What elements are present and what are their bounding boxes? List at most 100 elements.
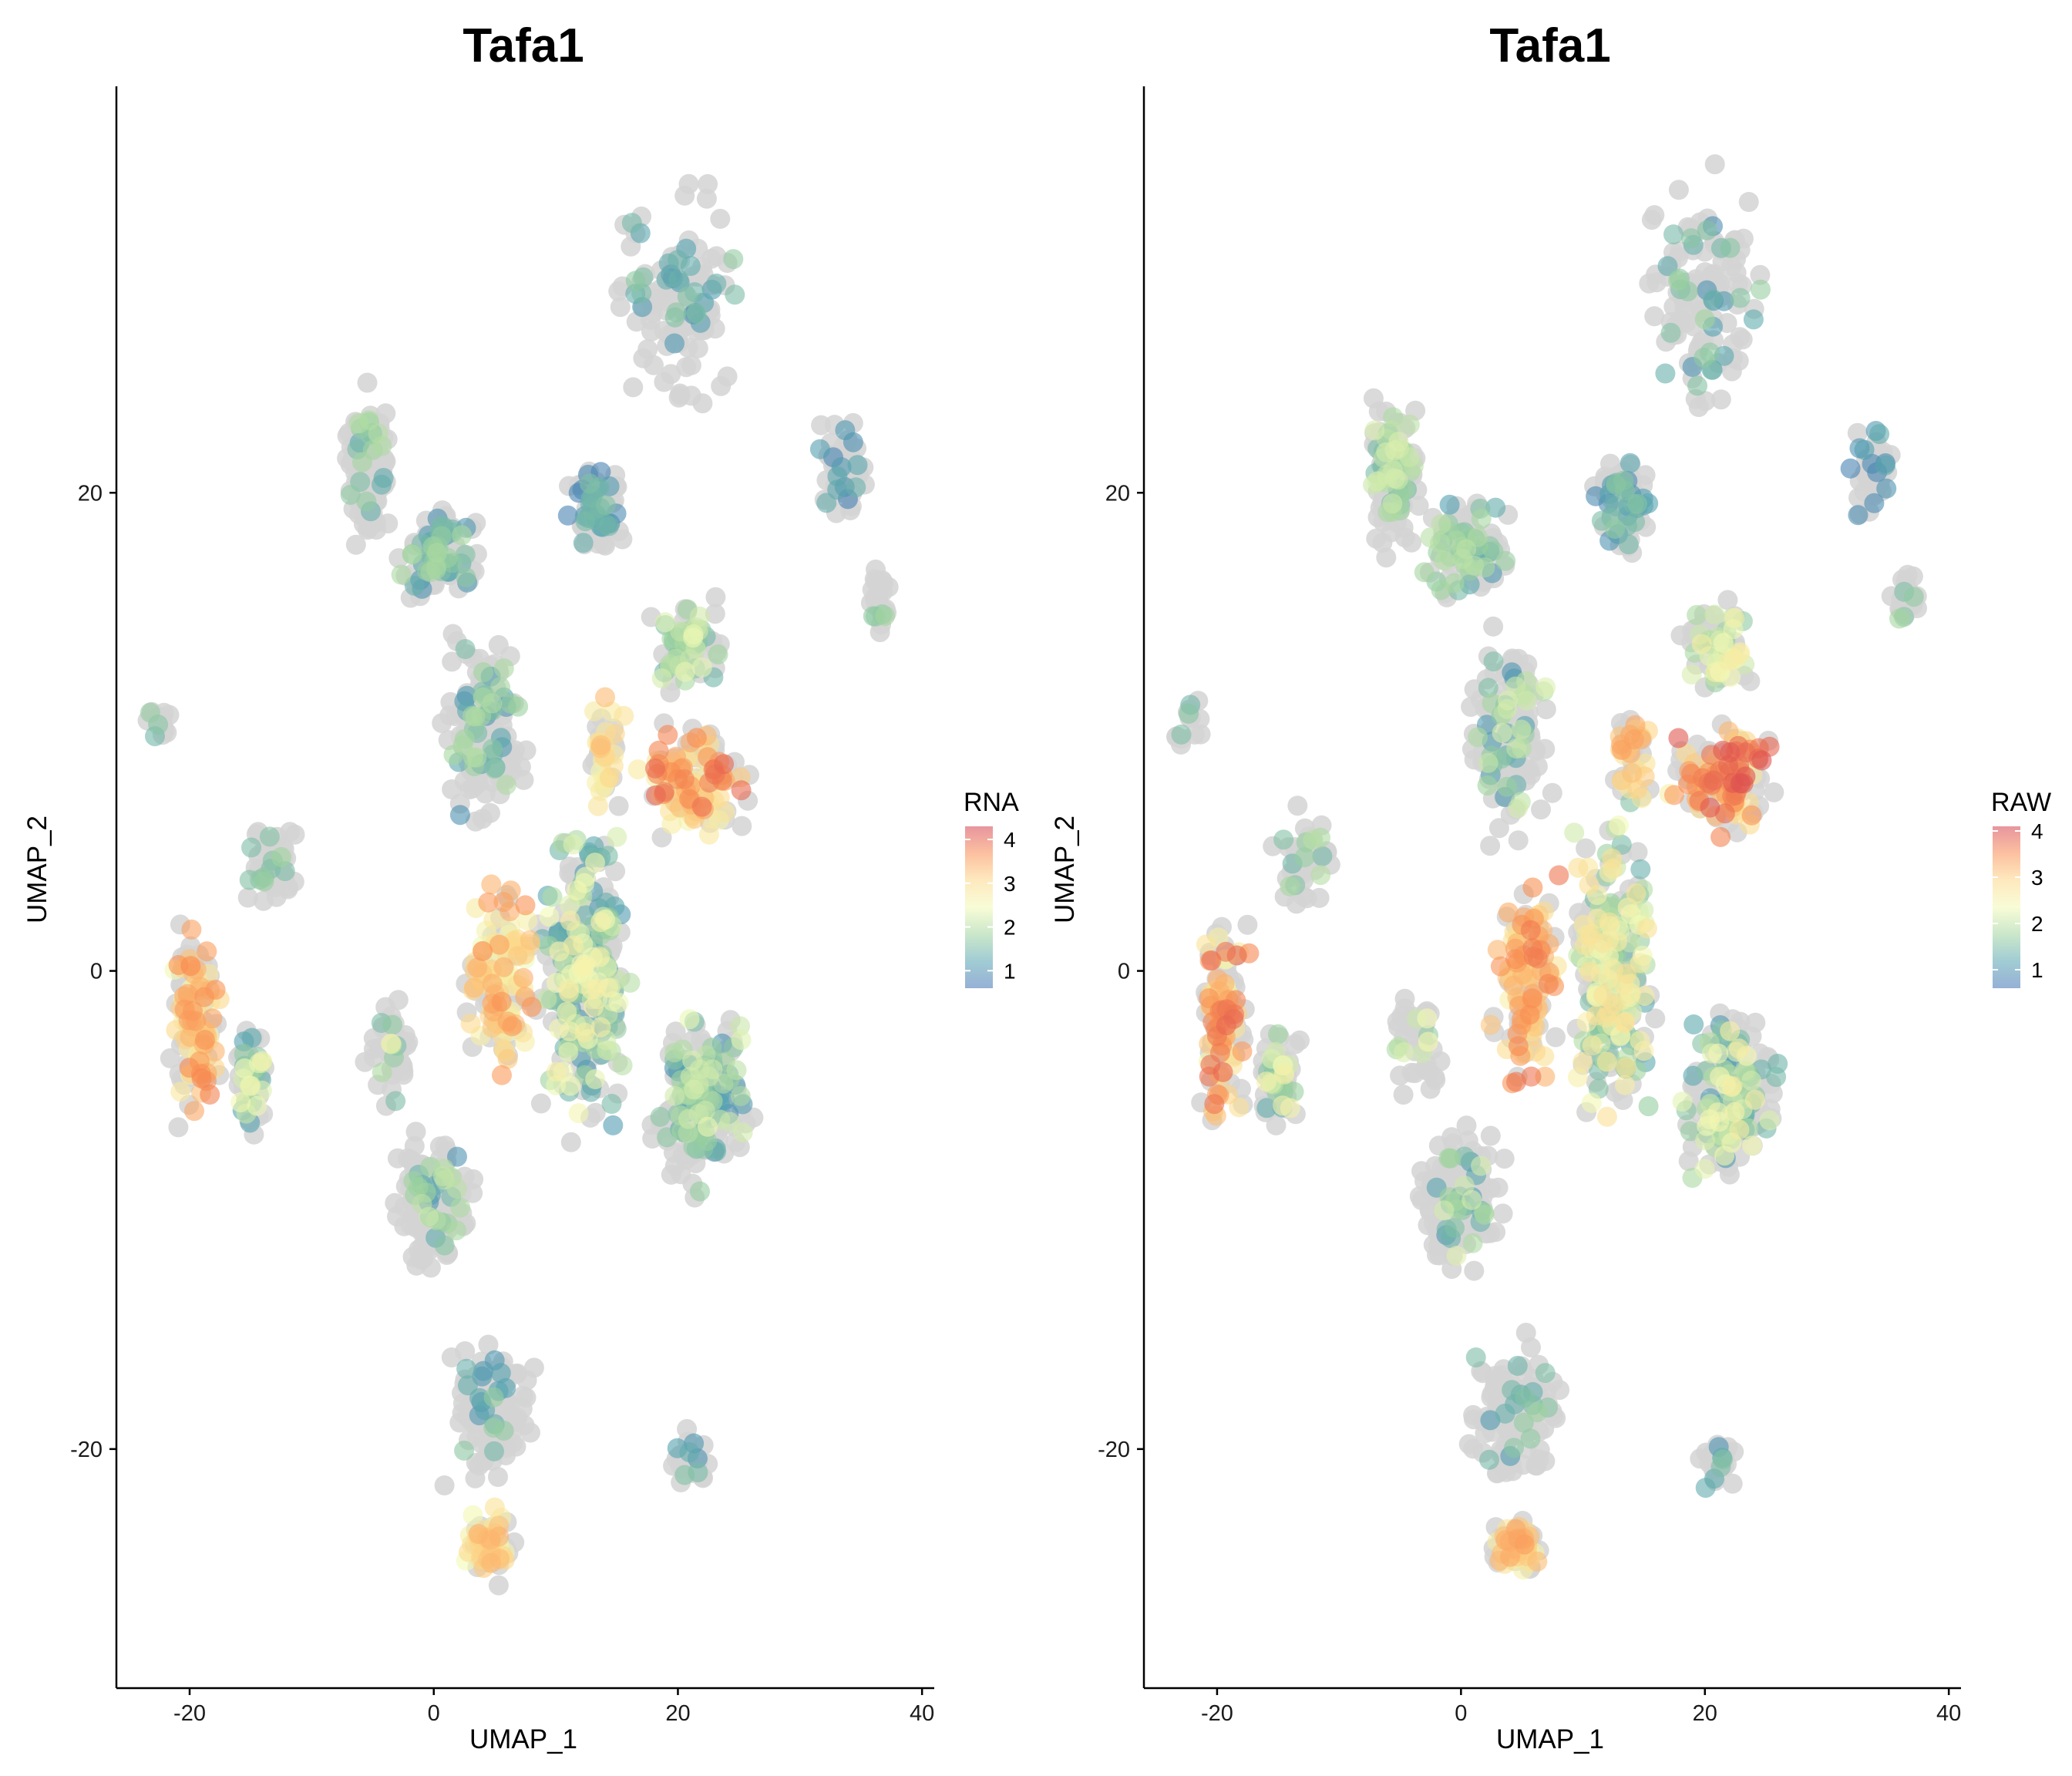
expression-cell-point (230, 1092, 251, 1112)
expression-cell-point (181, 919, 202, 940)
expression-cell-point (259, 826, 280, 847)
background-cell-point (1492, 1203, 1513, 1224)
background-cell-point (1290, 1030, 1310, 1051)
expression-cell-point (1611, 740, 1632, 760)
x-tick-label: -20 (173, 1701, 206, 1726)
expression-cell-point (1303, 829, 1324, 850)
expression-cell-point (691, 796, 712, 817)
expression-cell-point (1655, 363, 1676, 384)
background-cell-point (253, 890, 274, 911)
expression-cell-point (875, 606, 896, 627)
expression-cell-point (1876, 478, 1897, 499)
expression-cell-point (827, 479, 848, 500)
expression-cell-point (177, 984, 198, 1004)
expression-cell-point (1394, 1042, 1414, 1063)
expression-cell-point (689, 606, 710, 627)
expression-cell-point (1538, 974, 1559, 994)
background-cell-point (442, 651, 462, 672)
expression-cell-point (677, 287, 698, 307)
scatter-points-layer (1166, 154, 1927, 1580)
background-cell-point (661, 364, 681, 385)
background-cell-point (1485, 1366, 1505, 1387)
y-tick-label: -20 (1098, 1438, 1130, 1462)
expression-cell-point (1667, 271, 1688, 291)
y-tick-label: 0 (1118, 960, 1130, 984)
background-cell-point (696, 188, 717, 209)
expression-cell-point (1462, 1189, 1482, 1210)
expression-cell-point (1506, 738, 1527, 759)
x-tick-label: -20 (1201, 1701, 1233, 1726)
background-cell-point (1627, 842, 1648, 863)
background-cell-point (705, 604, 725, 624)
background-cell-point (605, 861, 626, 882)
background-cell-point (1483, 616, 1504, 637)
expression-cell-point (678, 1108, 699, 1129)
expression-cell-point (603, 1115, 624, 1135)
background-cell-point (1237, 914, 1258, 935)
expression-cell-point (1616, 1057, 1636, 1078)
expression-cell-point (1273, 1095, 1293, 1116)
expression-cell-point (458, 1375, 478, 1396)
expression-cell-point (731, 1030, 752, 1051)
background-cell-point (1408, 496, 1429, 516)
expression-cell-point (356, 491, 377, 512)
expression-cell-point (627, 759, 648, 780)
expression-cell-point (197, 941, 217, 962)
expression-cell-point (579, 473, 600, 494)
expression-cell-point (456, 685, 477, 706)
expression-cell-point (1596, 1051, 1617, 1072)
background-cell-point (465, 1468, 486, 1488)
expression-cell-point (202, 1008, 223, 1029)
background-cell-point (462, 1182, 483, 1203)
background-cell-point (1710, 389, 1731, 410)
expression-cell-point (584, 701, 604, 722)
expression-cell-point (612, 1055, 633, 1076)
expression-cell-point (481, 874, 502, 895)
expression-cell-point (683, 627, 704, 648)
expression-cell-point (1507, 1355, 1528, 1376)
background-cell-point (280, 822, 301, 843)
expression-cell-point (482, 974, 503, 994)
expression-cell-point (1274, 1064, 1295, 1085)
background-cell-point (168, 1117, 189, 1138)
expression-cell-point (1431, 513, 1451, 534)
expression-cell-point (574, 956, 594, 977)
expression-cell-point (271, 846, 291, 867)
expression-cell-point (1444, 573, 1465, 594)
expression-cell-point (1527, 1551, 1548, 1572)
expression-cell-point (1462, 1233, 1483, 1253)
expression-cell-point (1521, 1066, 1542, 1087)
expression-cell-point (1615, 1075, 1635, 1095)
background-cell-point (665, 1021, 686, 1042)
expression-cell-point (1267, 1024, 1288, 1044)
legend-tick-label: 3 (2031, 866, 2043, 890)
expression-cell-point (560, 1075, 580, 1096)
expression-cell-point (1684, 1014, 1704, 1034)
expression-cell-point (1514, 1534, 1535, 1555)
expression-cell-point (372, 1062, 392, 1083)
expression-cell-point (558, 1041, 579, 1062)
expression-cell-point (1568, 857, 1589, 878)
legend-tick-label: 4 (1004, 828, 1016, 852)
background-cell-point (608, 796, 629, 816)
background-cell-point (1480, 836, 1501, 856)
background-cell-point (1488, 818, 1509, 839)
expression-cell-point (621, 213, 642, 234)
expression-cell-point (1622, 762, 1643, 783)
expression-cell-point (682, 1051, 703, 1071)
expression-cell-point (1439, 494, 1460, 515)
expression-cell-point (1479, 1449, 1499, 1470)
expression-cell-point (1668, 728, 1689, 748)
x-tick-label: 0 (1455, 1701, 1467, 1726)
expression-cell-point (483, 1418, 504, 1438)
expression-cell-point (1663, 224, 1684, 245)
expression-cell-point (590, 735, 611, 755)
background-cell-point (1750, 264, 1771, 285)
expression-cell-point (664, 333, 684, 354)
background-cell-point (637, 339, 658, 360)
expression-cell-point (1728, 1038, 1749, 1059)
expression-cell-point (1417, 1008, 1438, 1029)
expression-cell-point (1875, 455, 1895, 476)
